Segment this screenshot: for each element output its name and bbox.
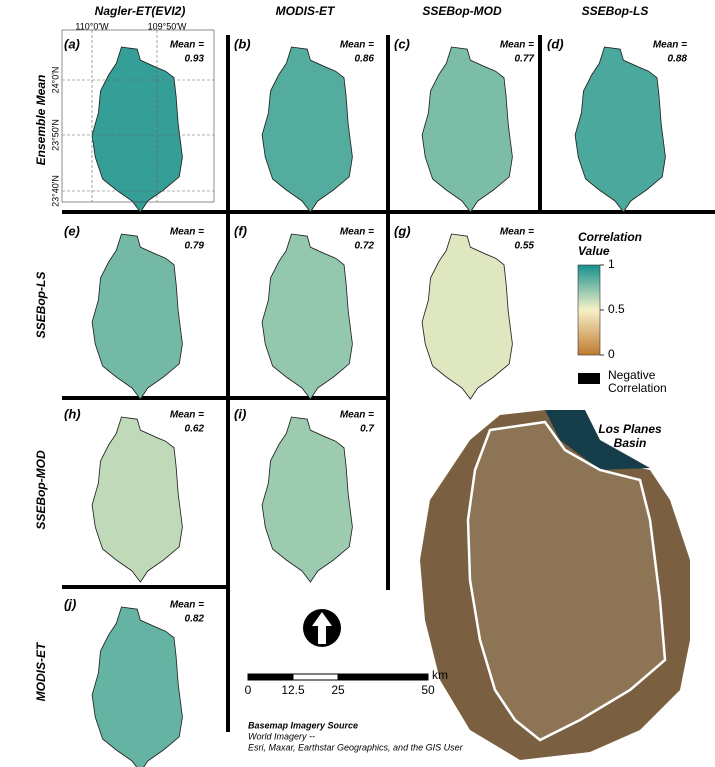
graticule-x-label: 109°50'W bbox=[148, 21, 187, 31]
panel-label: (b) bbox=[234, 36, 251, 51]
scale-label: 50 bbox=[421, 683, 435, 697]
north-arrow bbox=[303, 609, 341, 647]
basin-map bbox=[91, 46, 183, 213]
mean-value: 0.93 bbox=[185, 54, 205, 65]
negative-swatch bbox=[578, 373, 600, 384]
mean-label: Mean = bbox=[500, 40, 534, 51]
row-header: SSEBop-MOD bbox=[34, 450, 48, 530]
mean-label: Mean = bbox=[340, 410, 374, 421]
scale-unit: km bbox=[432, 668, 448, 682]
row-header: Ensemble Mean bbox=[34, 75, 48, 166]
mean-value: 0.86 bbox=[355, 54, 375, 65]
source-text: Basemap Imagery Source bbox=[248, 720, 358, 730]
mean-label: Mean = bbox=[340, 40, 374, 51]
mean-label: Mean = bbox=[340, 227, 374, 238]
column-header: Nagler-ET(EVI2) bbox=[95, 4, 186, 18]
panel-label: (i) bbox=[234, 406, 246, 421]
mean-value: 0.88 bbox=[668, 54, 688, 65]
colorbar-tick-label: 0.5 bbox=[608, 302, 625, 316]
mean-label: Mean = bbox=[170, 600, 204, 611]
basin-map bbox=[574, 46, 666, 213]
column-header: SSEBop-MOD bbox=[422, 4, 502, 18]
negative-label: Negative bbox=[608, 368, 656, 382]
scale-segment bbox=[247, 673, 294, 681]
graticule-y-label: 23°50'N bbox=[50, 119, 60, 151]
separators bbox=[62, 35, 715, 732]
graticule-x-label: 110°0'W bbox=[75, 21, 109, 31]
mean-label: Mean = bbox=[170, 410, 204, 421]
scale-label: 0 bbox=[245, 683, 252, 697]
source-text: Esri, Maxar, Earthstar Geographics, and … bbox=[248, 742, 464, 752]
basin-label: Basin bbox=[614, 436, 647, 450]
basin-label: Los Planes bbox=[598, 422, 662, 436]
basin-map bbox=[261, 233, 353, 400]
scale-label: 25 bbox=[331, 683, 345, 697]
mean-label: Mean = bbox=[170, 40, 204, 51]
panel-label: (e) bbox=[64, 223, 80, 238]
column-header: MODIS-ET bbox=[276, 4, 336, 18]
scale-label: 12.5 bbox=[281, 683, 305, 697]
panel-label: (g) bbox=[394, 223, 411, 238]
colorbar-tick-label: 0 bbox=[608, 347, 615, 361]
source-text: World Imagery -- bbox=[248, 731, 315, 741]
basin-map bbox=[91, 416, 183, 583]
graticule-frame bbox=[61, 29, 215, 203]
mean-value: 0.7 bbox=[360, 424, 374, 435]
graticule-y-label: 24°0'N bbox=[50, 67, 60, 94]
mean-label: Mean = bbox=[170, 227, 204, 238]
panel-label: (d) bbox=[547, 36, 564, 51]
scale-segment bbox=[337, 673, 429, 681]
mean-value: 0.62 bbox=[185, 424, 205, 435]
mean-value: 0.55 bbox=[515, 241, 535, 252]
legend-title: Correlation bbox=[578, 230, 642, 244]
basin-map bbox=[421, 233, 513, 400]
row-header: SSEBop-LS bbox=[34, 272, 48, 339]
mean-label: Mean = bbox=[653, 40, 687, 51]
colorbar-tick-label: 1 bbox=[608, 257, 615, 271]
panel-label: (f) bbox=[234, 223, 247, 238]
basin-map bbox=[91, 606, 183, 767]
legend-title: Value bbox=[578, 244, 610, 258]
basin-map bbox=[91, 233, 183, 400]
negative-label: Correlation bbox=[608, 381, 667, 395]
satellite-image bbox=[420, 410, 690, 760]
column-header: SSEBop-LS bbox=[582, 4, 649, 18]
basin-map bbox=[261, 416, 353, 583]
mean-value: 0.79 bbox=[185, 241, 205, 252]
scale-segment bbox=[292, 673, 339, 681]
panel-label: (h) bbox=[64, 406, 81, 421]
row-header: MODIS-ET bbox=[34, 641, 48, 701]
basin-map bbox=[261, 46, 353, 213]
mean-value: 0.82 bbox=[185, 614, 205, 625]
panel-label: (c) bbox=[394, 36, 410, 51]
mean-value: 0.72 bbox=[355, 241, 375, 252]
mean-label: Mean = bbox=[500, 227, 534, 238]
mean-value: 0.77 bbox=[515, 54, 535, 65]
colorbar bbox=[577, 264, 601, 356]
basin-map bbox=[421, 46, 513, 213]
graticule-y-label: 23°40'N bbox=[50, 175, 60, 207]
panel-label: (j) bbox=[64, 596, 76, 611]
panel-label: (a) bbox=[64, 36, 80, 51]
